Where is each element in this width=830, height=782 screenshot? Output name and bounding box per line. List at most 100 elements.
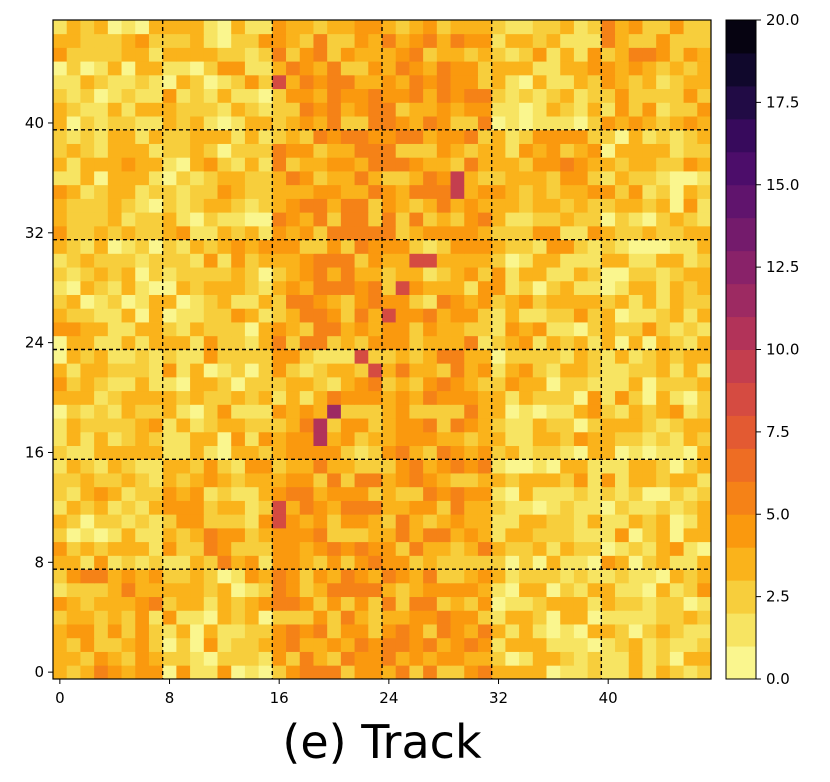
heatmap-cell	[423, 404, 438, 419]
heatmap-cell	[697, 363, 712, 378]
heatmap-cell	[519, 143, 534, 158]
heatmap-cell	[532, 294, 547, 309]
heatmap-cell	[66, 294, 81, 309]
heatmap-cell	[464, 514, 479, 529]
heatmap-cell	[642, 459, 657, 474]
heatmap-cell	[669, 88, 684, 103]
heatmap-cell	[203, 637, 218, 652]
heatmap-cell	[299, 445, 314, 460]
heatmap-cell	[560, 116, 575, 131]
heatmap-cell	[519, 541, 534, 556]
heatmap-cell	[244, 582, 260, 598]
heatmap-cell	[546, 267, 561, 282]
heatmap-cell	[121, 102, 136, 117]
heatmap-cell	[423, 527, 438, 543]
heatmap-cell	[135, 569, 150, 584]
heatmap-cell	[601, 280, 616, 295]
colorbar-segment	[726, 514, 756, 548]
heatmap-cell	[135, 363, 150, 378]
heatmap-cell	[121, 514, 136, 529]
heatmap-cell	[560, 239, 575, 254]
heatmap-cell	[436, 624, 451, 639]
heatmap-cell	[560, 665, 575, 680]
heatmap-cell	[519, 308, 534, 323]
heatmap-cell	[615, 459, 630, 474]
heatmap-cell	[423, 665, 438, 680]
heatmap-cell	[80, 239, 95, 254]
heatmap-cell	[532, 500, 547, 515]
heatmap-cell	[505, 376, 520, 392]
heatmap-cell	[244, 20, 260, 35]
heatmap-cell	[286, 129, 301, 144]
heatmap-cell	[327, 665, 342, 680]
heatmap-cell	[272, 102, 287, 117]
heatmap-cell	[231, 74, 246, 90]
heatmap-cell	[80, 500, 95, 515]
heatmap-cell	[615, 308, 630, 323]
heatmap-cell	[80, 129, 95, 144]
heatmap-cell	[94, 445, 109, 460]
heatmap-cell	[286, 555, 301, 570]
heatmap-cell	[587, 514, 602, 529]
heatmap-cell	[231, 390, 246, 405]
heatmap-cell	[217, 376, 232, 392]
heatmap-cell	[80, 390, 95, 405]
heatmap-cell	[313, 514, 328, 529]
heatmap-cell	[436, 665, 451, 680]
heatmap-cell	[436, 610, 451, 625]
heatmap-cell	[327, 610, 342, 625]
heatmap-cell	[409, 349, 424, 364]
heatmap-cell	[217, 116, 232, 131]
heatmap-cell	[477, 143, 493, 158]
heatmap-cell	[656, 624, 671, 639]
heatmap-cell	[272, 582, 287, 598]
heatmap-cell	[519, 555, 534, 570]
heatmap-cell	[162, 431, 177, 447]
heatmap-cell	[340, 596, 355, 611]
heatmap-cell	[382, 514, 397, 529]
heatmap-cell	[382, 637, 397, 652]
heatmap-cell	[162, 239, 177, 254]
heatmap-cell	[135, 418, 150, 433]
heatmap-cell	[436, 198, 451, 213]
heatmap-cell	[519, 651, 534, 666]
heatmap-cell	[176, 47, 191, 62]
heatmap-cell	[313, 624, 328, 639]
heatmap-cell	[368, 596, 383, 611]
heatmap-cell	[313, 225, 328, 241]
heatmap-cell	[395, 253, 410, 268]
heatmap-cell	[628, 171, 643, 186]
heatmap-cell	[656, 225, 671, 241]
heatmap-cell	[560, 335, 575, 350]
heatmap-cell	[66, 651, 81, 666]
heatmap-cell	[601, 143, 616, 158]
heatmap-cell	[395, 102, 410, 117]
heatmap-cell	[628, 596, 643, 611]
heatmap-cell	[53, 143, 68, 158]
heatmap-cell	[327, 555, 342, 570]
heatmap-cell	[258, 651, 273, 666]
heatmap-cell	[601, 253, 616, 268]
heatmap-cell	[190, 527, 205, 543]
heatmap-cell	[601, 651, 616, 666]
heatmap-cell	[94, 102, 109, 117]
heatmap-cell	[354, 171, 369, 186]
heatmap-cell	[258, 555, 273, 570]
heatmap-cell	[162, 665, 177, 680]
heatmap-cell	[190, 143, 205, 158]
heatmap-cell	[464, 569, 479, 584]
heatmap-cell	[615, 514, 630, 529]
heatmap-cell	[395, 212, 410, 227]
heatmap-cell	[642, 280, 657, 295]
heatmap-cell	[436, 116, 451, 131]
heatmap-cell	[491, 171, 506, 186]
heatmap-cell	[340, 239, 355, 254]
heatmap-cell	[340, 527, 355, 543]
heatmap-cell	[203, 20, 218, 35]
heatmap-cell	[203, 555, 218, 570]
heatmap-cell	[656, 74, 671, 90]
heatmap-cell	[244, 171, 260, 186]
heatmap-cell	[313, 239, 328, 254]
heatmap-cell	[505, 418, 520, 433]
heatmap-cell	[436, 651, 451, 666]
